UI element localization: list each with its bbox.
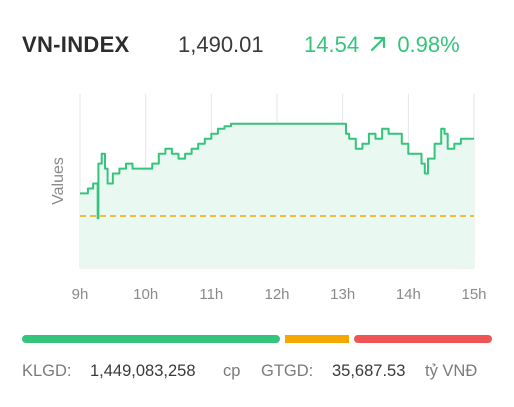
value-value: 35,687.53 [332,362,406,380]
x-tick-label: 10h [133,286,158,303]
x-tick-label: 9h [72,286,89,303]
advancing-segment [22,335,280,343]
volume-label: KLGD: [22,362,72,380]
trading-summary: KLGD: 1,449,083,258 cp GTGD: 35,687.53 t… [22,362,502,386]
volume-unit: cp [223,362,241,380]
series-area [80,123,474,268]
change-percent: 0.98% [397,32,460,57]
index-header: VN-INDEX 1,490.01 14.54 0.98% [22,28,502,64]
x-tick-label: 14h [396,286,421,303]
x-tick-label: 13h [330,286,355,303]
y-axis-label: Values [50,157,67,205]
index-name: VN-INDEX [22,32,130,57]
x-tick-label: 11h [199,286,223,303]
x-tick-label: 15h [461,286,486,303]
index-value: 1,490.01 [178,32,264,57]
unchanged-segment [284,335,349,343]
intraday-chart: 9h 10h 11h 12h 13h 14h 15h Values [50,94,487,303]
market-breadth-bar [22,335,492,343]
value-label: GTGD: [261,362,314,380]
change-points: 14.54 [304,32,360,57]
value-unit: tỷ VNĐ [425,362,478,380]
volume-value: 1,449,083,258 [90,362,196,380]
index-change: 14.54 0.98% [304,32,460,58]
declining-segment [354,335,492,343]
series-line [80,122,474,220]
arrow-up-right-icon [371,36,386,52]
x-tick-label: 12h [264,286,289,303]
